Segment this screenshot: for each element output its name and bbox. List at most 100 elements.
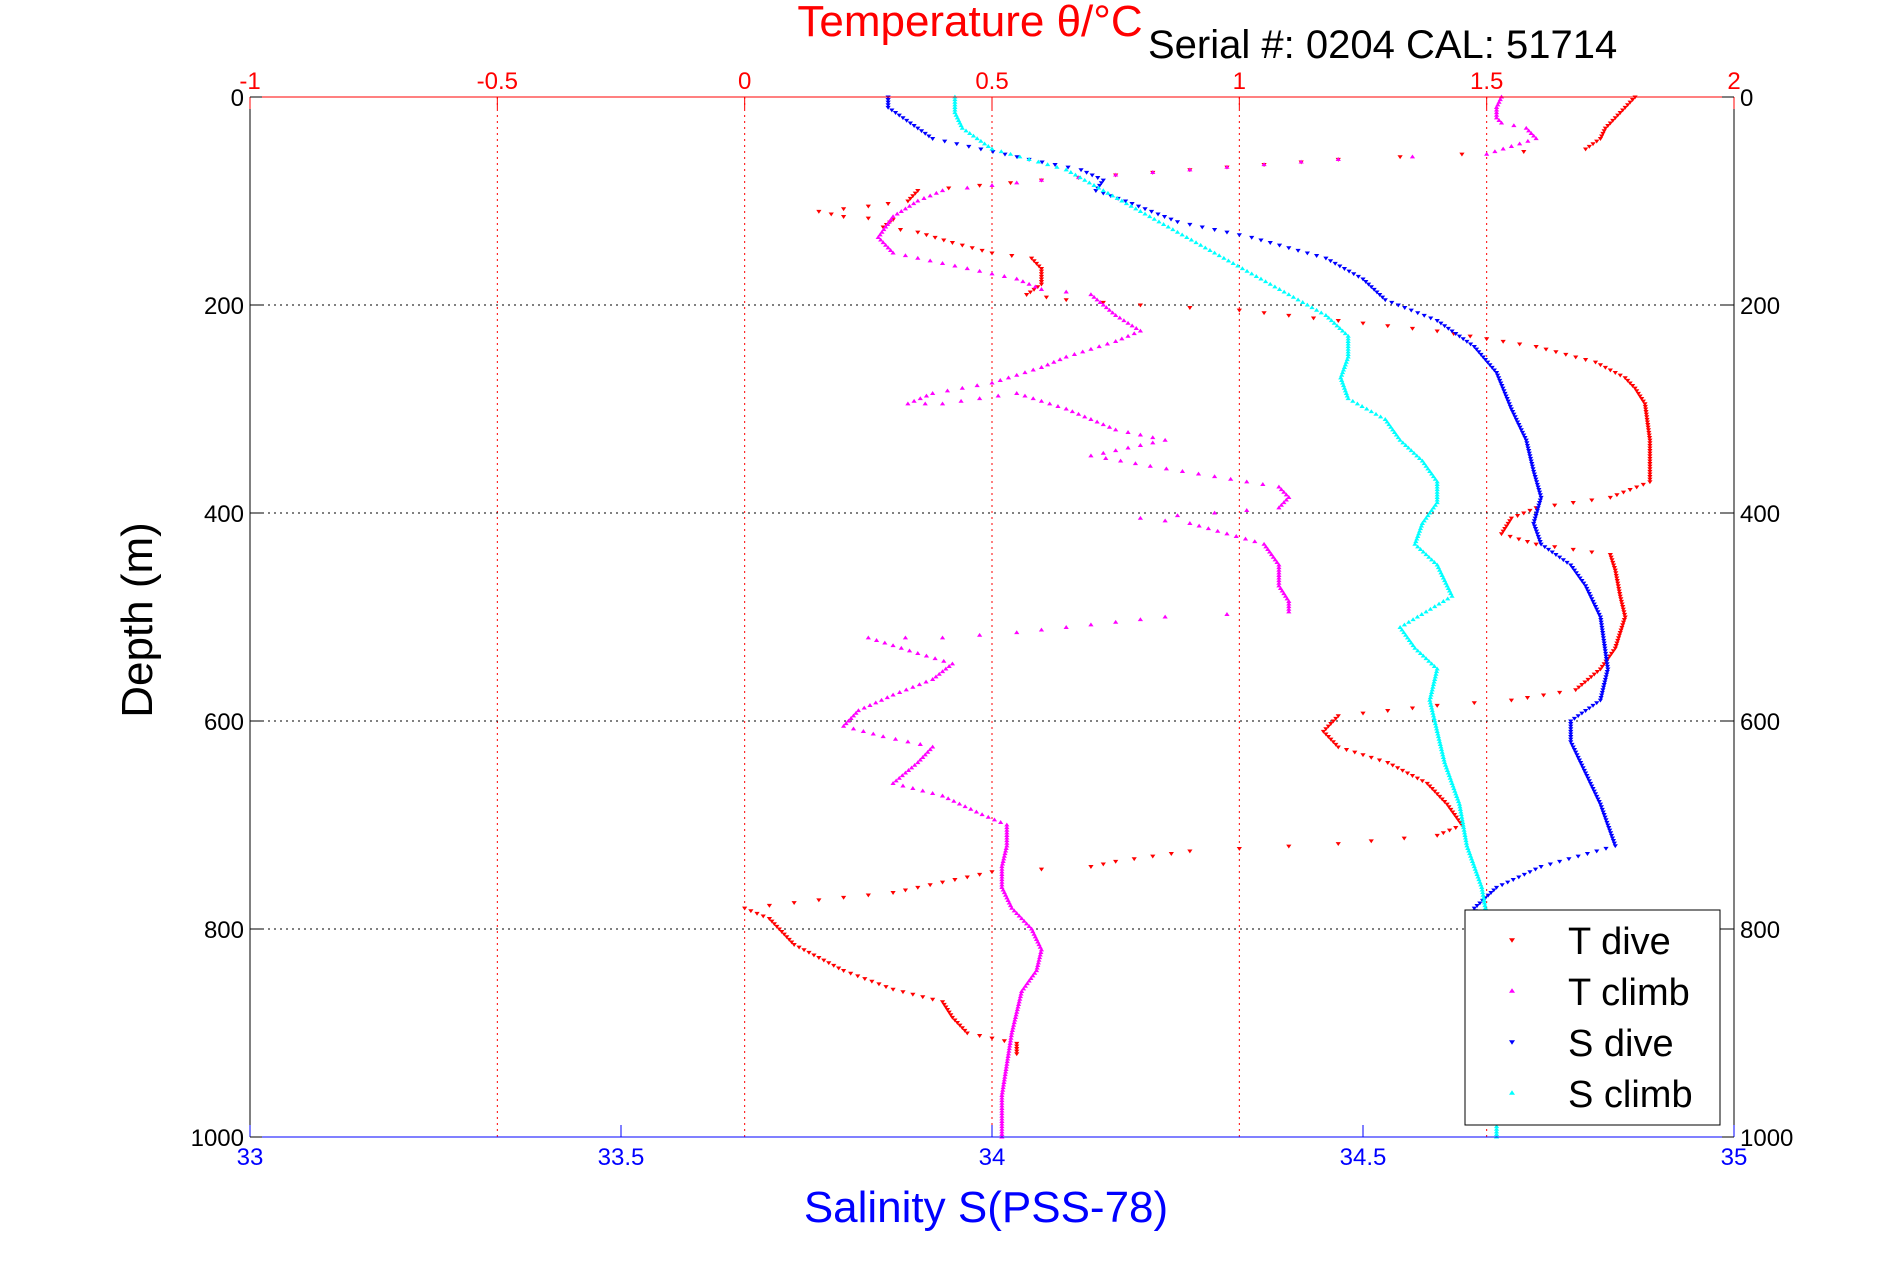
data-point: [1600, 631, 1606, 635]
data-point: [1385, 709, 1391, 713]
data-point: [1471, 864, 1477, 869]
data-point: [1429, 687, 1435, 692]
data-point: [1401, 622, 1408, 627]
data-point: [1276, 243, 1283, 248]
data-point: [907, 196, 913, 201]
data-point: [1429, 557, 1435, 562]
data-point: [939, 401, 946, 406]
data-point: [1462, 833, 1468, 837]
data-point: [1427, 784, 1433, 789]
data-point: [1276, 287, 1283, 291]
left-tick-label: 800: [204, 917, 244, 944]
data-point: [1495, 373, 1501, 378]
data-point: [1017, 996, 1023, 1001]
data-point: [930, 137, 936, 141]
data-point: [1575, 714, 1581, 719]
data-point: [1647, 480, 1653, 485]
data-point: [1462, 835, 1469, 840]
data-point: [1341, 365, 1348, 369]
data-point: [1507, 519, 1513, 524]
data-point: [1431, 716, 1437, 720]
data-point: [1647, 462, 1653, 466]
data-point: [1129, 202, 1135, 206]
data-point: [898, 209, 904, 213]
data-point: [1430, 505, 1437, 510]
data-point: [1100, 450, 1106, 455]
data-point: [1645, 425, 1651, 430]
data-point: [1419, 458, 1425, 463]
data-point: [1270, 554, 1276, 559]
data-point: [1341, 385, 1348, 390]
data-point: [1428, 316, 1434, 321]
data-point: [1360, 277, 1366, 282]
data-point: [1014, 391, 1020, 395]
data-point: [1379, 295, 1386, 300]
data-point: [1026, 281, 1032, 286]
data-point: [979, 812, 985, 817]
data-point: [1508, 144, 1514, 148]
data-point: [1594, 670, 1600, 674]
data-point: [1215, 528, 1221, 533]
data-point: [1345, 339, 1351, 343]
data-point: [968, 806, 974, 811]
data-point: [1038, 177, 1045, 182]
data-point: [1088, 346, 1094, 351]
data-point: [1276, 505, 1282, 510]
data-point: [911, 124, 917, 128]
data-point: [910, 786, 916, 790]
data-point: [981, 141, 988, 146]
data-point: [1095, 176, 1101, 180]
data-point: [899, 773, 905, 778]
data-point: [1412, 645, 1418, 650]
data-point: [1100, 422, 1106, 427]
data-point: [1225, 258, 1232, 263]
data-point: [1627, 100, 1633, 105]
data-point: [1647, 443, 1653, 448]
data-point: [1615, 581, 1621, 586]
data-point: [1432, 476, 1438, 481]
data-point: [1471, 345, 1477, 349]
data-point: [1598, 618, 1604, 622]
data-point: [878, 237, 884, 242]
data-point: [1450, 783, 1456, 788]
data-point: [1526, 128, 1532, 133]
data-point: [1427, 700, 1433, 705]
data-point: [1608, 555, 1614, 560]
data-point: [1485, 893, 1491, 898]
data-point: [1123, 201, 1130, 206]
data-point: [1569, 742, 1575, 747]
data-point: [1533, 529, 1540, 534]
data-point: [1531, 521, 1537, 526]
data-point: [922, 401, 928, 406]
data-point: [1408, 308, 1414, 313]
data-point: [969, 246, 975, 251]
data-point: [1125, 320, 1131, 325]
data-point: [845, 718, 852, 723]
data-point: [999, 869, 1005, 874]
data-point: [896, 113, 902, 118]
data-point: [1414, 453, 1420, 458]
data-point: [923, 679, 929, 684]
data-point: [906, 648, 913, 653]
data-point: [1333, 716, 1339, 721]
data-point: [1133, 206, 1139, 211]
data-point: [1113, 172, 1119, 177]
data-point: [923, 233, 930, 238]
data-point: [1643, 412, 1649, 417]
data-point: [1604, 662, 1610, 667]
data-point: [1634, 485, 1640, 490]
data-point: [1538, 542, 1544, 547]
data-point: [1497, 378, 1503, 383]
data-point: [1030, 367, 1036, 372]
data-point: [1004, 830, 1010, 835]
data-point: [1527, 508, 1533, 513]
data-point: [1409, 154, 1416, 159]
data-point: [1125, 445, 1131, 450]
data-point: [1345, 344, 1351, 349]
data-point: [951, 798, 957, 803]
data-point: [1467, 342, 1474, 347]
data-point: [1415, 544, 1421, 549]
data-point: [1600, 636, 1607, 641]
data-point: [1435, 734, 1442, 739]
data-point: [952, 878, 958, 882]
